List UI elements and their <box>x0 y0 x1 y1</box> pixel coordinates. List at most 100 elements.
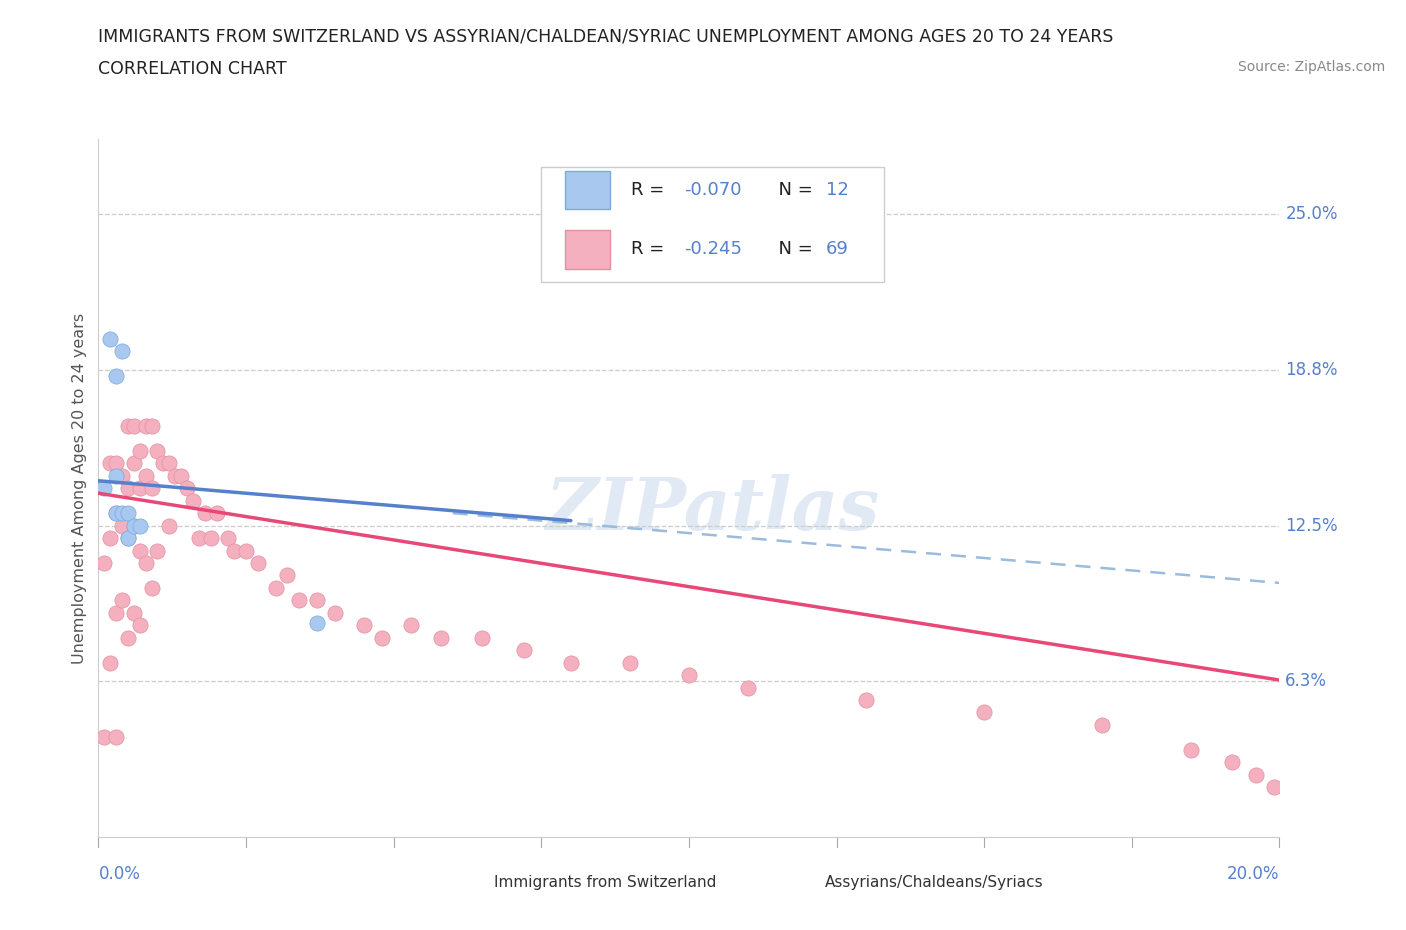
Point <box>430 631 453 645</box>
Text: 69: 69 <box>825 240 849 259</box>
Point <box>111 518 134 533</box>
Point <box>401 618 423 632</box>
Point <box>111 469 134 484</box>
Point <box>122 605 145 620</box>
Point <box>1263 779 1285 794</box>
Point <box>619 655 641 670</box>
Point <box>98 456 121 471</box>
Point <box>305 616 328 631</box>
Text: 6.3%: 6.3% <box>1285 672 1327 690</box>
Point <box>181 493 204 508</box>
Point <box>187 531 209 546</box>
Point <box>135 418 157 433</box>
Y-axis label: Unemployment Among Ages 20 to 24 years: Unemployment Among Ages 20 to 24 years <box>72 312 87 664</box>
Point <box>105 506 128 521</box>
Text: 18.8%: 18.8% <box>1285 361 1339 379</box>
Point <box>855 693 877 708</box>
Point <box>678 668 700 683</box>
FancyBboxPatch shape <box>429 869 482 897</box>
Point <box>93 730 115 745</box>
Point <box>157 456 180 471</box>
Point <box>93 555 115 570</box>
Point <box>152 456 174 471</box>
Point <box>128 518 150 533</box>
Text: 12: 12 <box>825 181 849 199</box>
Point <box>122 456 145 471</box>
Point <box>276 568 298 583</box>
Point <box>1244 767 1267 782</box>
Point <box>128 444 150 458</box>
Point <box>111 344 134 359</box>
Text: 12.5%: 12.5% <box>1285 517 1339 535</box>
Point <box>737 680 759 695</box>
Point <box>117 531 139 546</box>
Point <box>176 481 198 496</box>
Point <box>371 631 394 645</box>
Text: -0.070: -0.070 <box>685 181 742 199</box>
Text: 25.0%: 25.0% <box>1285 206 1339 223</box>
Point <box>224 543 246 558</box>
Point <box>122 418 145 433</box>
Point <box>105 506 128 521</box>
Point <box>157 518 180 533</box>
Text: 20.0%: 20.0% <box>1227 865 1279 883</box>
Point <box>98 531 121 546</box>
Point <box>128 618 150 632</box>
Point <box>111 593 134 608</box>
Point <box>105 605 128 620</box>
Point <box>122 518 145 533</box>
Text: ZIPatlas: ZIPatlas <box>546 473 880 545</box>
FancyBboxPatch shape <box>565 171 610 209</box>
Point <box>560 655 582 670</box>
Text: Source: ZipAtlas.com: Source: ZipAtlas.com <box>1237 60 1385 74</box>
Point <box>973 705 995 720</box>
Point <box>105 368 128 383</box>
Point <box>117 631 139 645</box>
Point <box>117 506 139 521</box>
Point <box>194 506 217 521</box>
Point <box>141 418 163 433</box>
Point <box>264 580 287 595</box>
Point <box>111 506 134 521</box>
Text: R =: R = <box>631 240 671 259</box>
Text: Immigrants from Switzerland: Immigrants from Switzerland <box>494 875 717 890</box>
Point <box>98 655 121 670</box>
Point <box>323 605 346 620</box>
Point <box>135 555 157 570</box>
Point <box>165 469 187 484</box>
Point <box>1091 717 1114 732</box>
Text: R =: R = <box>631 181 671 199</box>
Point <box>93 481 115 496</box>
Point <box>122 518 145 533</box>
Point <box>117 418 139 433</box>
Text: 0.0%: 0.0% <box>98 865 141 883</box>
Point <box>217 531 239 546</box>
Text: CORRELATION CHART: CORRELATION CHART <box>98 60 287 78</box>
Point <box>200 531 222 546</box>
Point <box>135 469 157 484</box>
Point <box>205 506 228 521</box>
Text: N =: N = <box>766 240 818 259</box>
Text: -0.245: -0.245 <box>685 240 742 259</box>
Point <box>512 643 534 658</box>
Text: N =: N = <box>766 181 818 199</box>
Point <box>1180 742 1202 757</box>
Point <box>128 481 150 496</box>
FancyBboxPatch shape <box>541 167 884 283</box>
Point <box>235 543 257 558</box>
Point <box>128 543 150 558</box>
Point <box>105 730 128 745</box>
Point <box>288 593 311 608</box>
FancyBboxPatch shape <box>759 869 813 897</box>
Point <box>353 618 375 632</box>
Text: Assyrians/Chaldeans/Syriacs: Assyrians/Chaldeans/Syriacs <box>825 875 1043 890</box>
Point <box>105 469 128 484</box>
Point <box>117 531 139 546</box>
Point <box>105 456 128 471</box>
Point <box>246 555 269 570</box>
Point <box>141 481 163 496</box>
Point <box>305 593 328 608</box>
Point <box>146 444 169 458</box>
Text: IMMIGRANTS FROM SWITZERLAND VS ASSYRIAN/CHALDEAN/SYRIAC UNEMPLOYMENT AMONG AGES : IMMIGRANTS FROM SWITZERLAND VS ASSYRIAN/… <box>98 28 1114 46</box>
Point <box>471 631 494 645</box>
